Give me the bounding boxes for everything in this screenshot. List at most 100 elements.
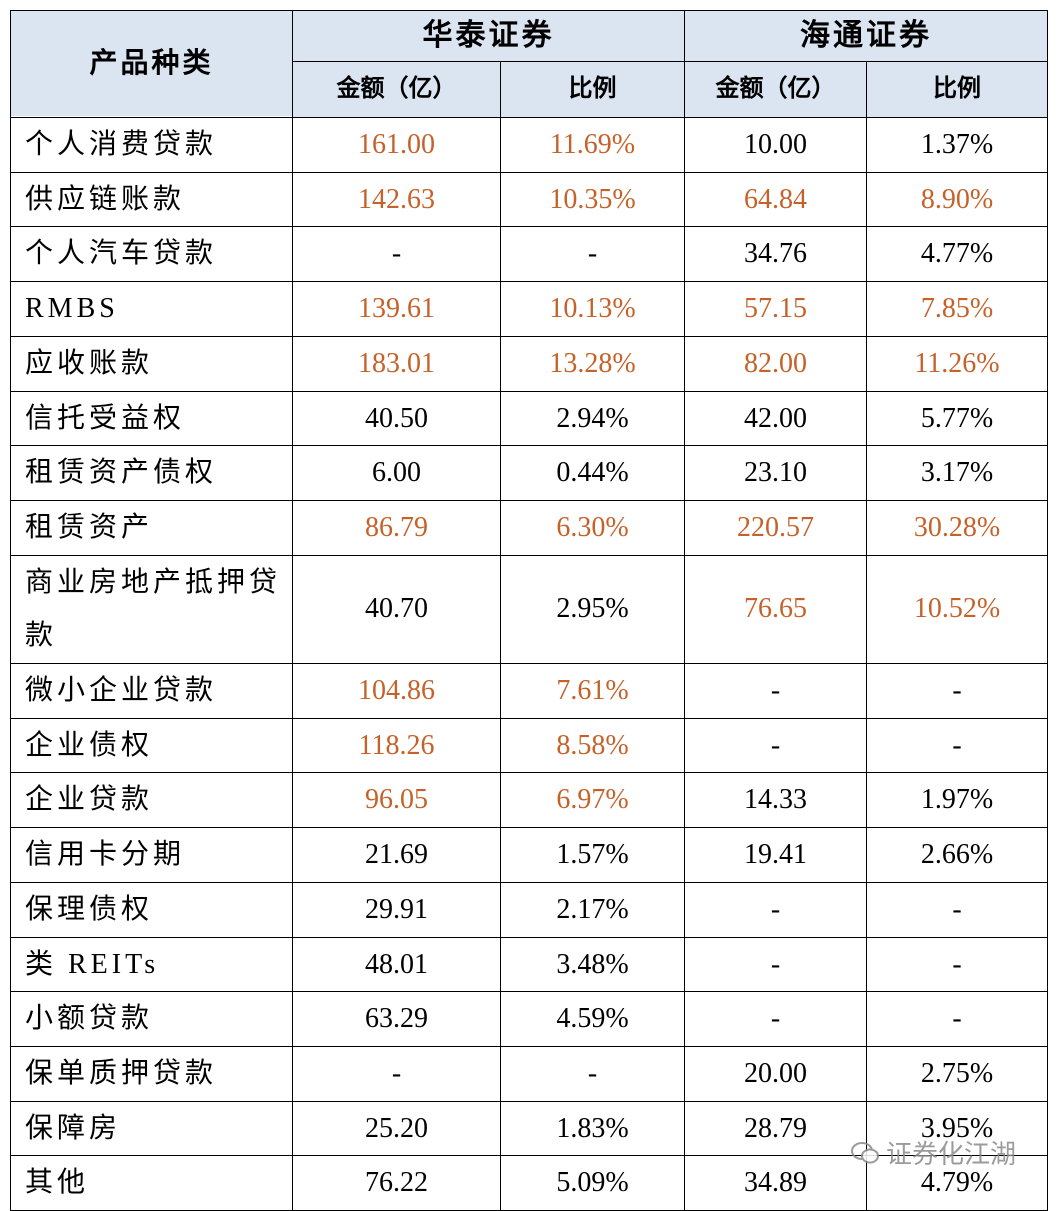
table-cell: 8.58% bbox=[500, 718, 684, 773]
row-label: 信用卡分期 bbox=[25, 839, 186, 871]
table-cell: 19.41 bbox=[684, 828, 866, 882]
table-cell: 0.44% bbox=[500, 446, 684, 500]
table-row: 供应链账款 142.63 10.35% 64.84 8.90% bbox=[11, 171, 1047, 227]
table-row: 微小企业贷款 104.86 7.61% - - bbox=[11, 663, 1047, 718]
row-label: 保理债权 bbox=[25, 893, 154, 925]
category-header: 产品种类 bbox=[11, 11, 292, 116]
table-row: 信托受益权 40.50 2.94% 42.00 5.77% bbox=[11, 390, 1047, 446]
row-label: 供应链账款 bbox=[25, 183, 186, 215]
table-row: 保单质押贷款 - -20.00 2.75% bbox=[11, 1045, 1047, 1101]
table-cell: 104.86 bbox=[292, 664, 500, 718]
row-label: 应收账款 bbox=[25, 347, 154, 379]
row-label: 租赁资产债权 bbox=[25, 457, 218, 489]
table-cell: 1.37% bbox=[866, 118, 1047, 172]
header: 产品种类 华泰证券 海通证券 金额（亿） 比例 金额（亿） 比例 bbox=[11, 11, 1047, 117]
table-cell: 28.79 bbox=[684, 1101, 866, 1156]
table-cell: 118.26 bbox=[292, 718, 500, 773]
sub-header: 比例 bbox=[500, 62, 684, 117]
table-row: 类 REITs 48.01 3.48% - - bbox=[11, 936, 1047, 992]
row-label: 类 REITs bbox=[25, 948, 160, 980]
table-cell: 2.75% bbox=[866, 1046, 1047, 1101]
row-label: 保单质押贷款 bbox=[25, 1057, 218, 1089]
table-row: 租赁资产 86.79 6.30% 220.57 30.28% bbox=[11, 499, 1047, 555]
table-cell: 40.70 bbox=[292, 555, 500, 664]
table-cell: 7.85% bbox=[866, 282, 1047, 336]
table-cell: - bbox=[500, 1046, 684, 1101]
row-label: 小额贷款 bbox=[25, 1003, 154, 1035]
table-cell: 161.00 bbox=[292, 118, 500, 172]
table-row: 企业债权 118.26 8.58% - - bbox=[11, 717, 1047, 773]
table-cell: 5.77% bbox=[866, 391, 1047, 446]
table-cell: 10.35% bbox=[500, 172, 684, 227]
table-cell: 139.61 bbox=[292, 282, 500, 336]
table-cell: - bbox=[866, 937, 1047, 992]
row-label: 其他 bbox=[25, 1167, 90, 1199]
table-cell: 10.52% bbox=[866, 555, 1047, 664]
table-cell: 4.59% bbox=[500, 992, 684, 1046]
table-cell: 82.00 bbox=[684, 336, 866, 391]
table-cell: - bbox=[684, 882, 866, 937]
table-cell: 6.97% bbox=[500, 773, 684, 828]
row-label: 企业债权 bbox=[25, 729, 154, 761]
row-label: 企业贷款 bbox=[25, 784, 154, 816]
table-cell: - bbox=[866, 664, 1047, 718]
table-cell: 2.94% bbox=[500, 391, 684, 446]
table-cell: 3.48% bbox=[500, 937, 684, 992]
table-cell: - bbox=[866, 882, 1047, 937]
table-cell: 4.79% bbox=[866, 1156, 1047, 1211]
row-label: 商业房地产抵押贷款 bbox=[25, 566, 282, 652]
table-cell: - bbox=[292, 1046, 500, 1101]
group-header: 海通证券 bbox=[684, 11, 1047, 61]
watermark: 证券化江湖 bbox=[850, 1134, 1016, 1171]
table-cell: 34.76 bbox=[684, 227, 866, 282]
row-label: 保障房 bbox=[25, 1112, 122, 1144]
watermark-text: 证券化江湖 bbox=[886, 1140, 1017, 1170]
table-row: 保理债权 29.91 2.17% - - bbox=[11, 881, 1047, 937]
table-cell: 30.28% bbox=[866, 500, 1047, 555]
table: 产品种类 华泰证券 海通证券 金额（亿） 比例 金额（亿） 比例 个人消费贷款 1… bbox=[10, 10, 1048, 1211]
table-cell: 4.77% bbox=[866, 227, 1047, 282]
table-cell: 142.63 bbox=[292, 172, 500, 227]
table-row: 商业房地产抵押贷款 40.70 2.95% 76.65 10.52% bbox=[11, 554, 1047, 664]
table-cell: 96.05 bbox=[292, 773, 500, 828]
table-cell: 3.17% bbox=[866, 446, 1047, 500]
group-header: 华泰证券 bbox=[292, 11, 684, 61]
table-cell: 11.26% bbox=[866, 336, 1047, 391]
table-cell: - bbox=[684, 718, 866, 773]
table-cell: 1.83% bbox=[500, 1101, 684, 1156]
table-cell: 220.57 bbox=[684, 500, 866, 555]
table-cell: 64.84 bbox=[684, 172, 866, 227]
table-cell: 13.28% bbox=[500, 336, 684, 391]
table-row: 个人汽车贷款 - -34.76 4.77% bbox=[11, 226, 1047, 282]
table-cell: 21.69 bbox=[292, 828, 500, 882]
table-cell: - bbox=[292, 227, 500, 282]
table-cell: - bbox=[684, 992, 866, 1046]
table-cell: 63.29 bbox=[292, 992, 500, 1046]
row-label: 个人消费贷款 bbox=[25, 129, 218, 160]
table-cell: 11.69% bbox=[500, 118, 684, 172]
table-cell: 10.13% bbox=[500, 282, 684, 336]
table-cell: 5.09% bbox=[500, 1156, 684, 1211]
table-row: 信用卡分期 21.69 1.57% 19.41 2.66% bbox=[11, 827, 1047, 882]
table-cell: 1.97% bbox=[866, 773, 1047, 828]
table-cell: - bbox=[500, 227, 684, 282]
table-cell: 76.65 bbox=[684, 555, 866, 664]
row-label: RMBS bbox=[25, 293, 119, 325]
table-cell: - bbox=[684, 937, 866, 992]
table-cell: 6.00 bbox=[292, 446, 500, 500]
table-row: 小额贷款 63.29 4.59% - - bbox=[11, 991, 1047, 1046]
table-cell: 1.57% bbox=[500, 828, 684, 882]
table-cell: 40.50 bbox=[292, 391, 500, 446]
row-label: 微小企业贷款 bbox=[25, 675, 218, 707]
table-row: 其他 76.22 5.09% 34.89 4.79% bbox=[11, 1155, 1047, 1211]
table-cell: 23.10 bbox=[684, 446, 866, 500]
table-row: 个人消费贷款 161.00 11.69% 10.00 1.37% bbox=[11, 117, 1047, 172]
table-row: 保障房 25.20 1.83% 28.79 3.95% bbox=[11, 1100, 1047, 1156]
sub-header: 金额（亿） bbox=[684, 62, 866, 117]
wechat-icon bbox=[851, 1141, 879, 1163]
table-cell: 2.66% bbox=[866, 828, 1047, 882]
table-cell: 8.90% bbox=[866, 172, 1047, 227]
table-cell: - bbox=[684, 664, 866, 718]
table-cell: 86.79 bbox=[292, 500, 500, 555]
table-cell: 10.00 bbox=[684, 118, 866, 172]
